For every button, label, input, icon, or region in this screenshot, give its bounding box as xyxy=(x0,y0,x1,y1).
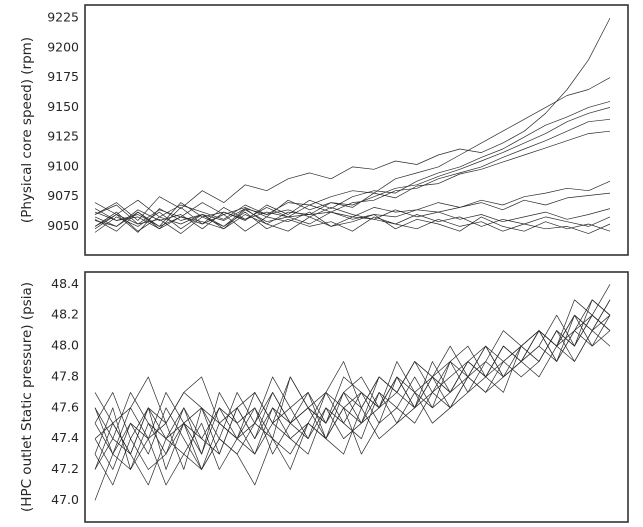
y-tick-label: 47.2 xyxy=(51,461,79,476)
y-tick-label: 47.0 xyxy=(51,492,79,507)
series-line xyxy=(94,314,611,455)
series-line xyxy=(94,199,611,223)
series-line xyxy=(94,17,611,221)
series-line xyxy=(94,192,611,232)
y-tick-label: 48.0 xyxy=(51,338,79,353)
series-line xyxy=(94,314,611,470)
y-tick-label: 47.8 xyxy=(51,368,79,383)
series-line xyxy=(94,77,611,233)
series-line xyxy=(94,314,611,470)
y-tick-label: 9050 xyxy=(47,218,79,233)
plot-frame xyxy=(84,4,629,256)
y-tick-label: 47.4 xyxy=(51,430,79,445)
series-line xyxy=(94,101,611,227)
series-line xyxy=(94,299,611,440)
plot-frame xyxy=(84,271,629,523)
series-line xyxy=(94,299,611,470)
y-tick-label: 9075 xyxy=(47,188,79,203)
y-tick-label: 9150 xyxy=(47,99,79,114)
y-tick-label: 9225 xyxy=(47,10,79,25)
y-tick-label: 47.6 xyxy=(51,399,79,414)
y-tick-label: 9200 xyxy=(47,39,79,54)
y-axis-label: (HPC outlet Static pressure) (psia) xyxy=(19,282,35,512)
y-tick-label: 9100 xyxy=(47,158,79,173)
series-line xyxy=(94,107,611,233)
y-tick-label: 9175 xyxy=(47,69,79,84)
y-tick-label: 48.4 xyxy=(51,276,79,291)
y-tick-label: 9125 xyxy=(47,129,79,144)
series-line xyxy=(94,211,611,234)
y-axis-label: (Physical core speed) (rpm) xyxy=(19,37,35,223)
series-line xyxy=(94,211,611,232)
y-tick-label: 48.2 xyxy=(51,307,79,322)
